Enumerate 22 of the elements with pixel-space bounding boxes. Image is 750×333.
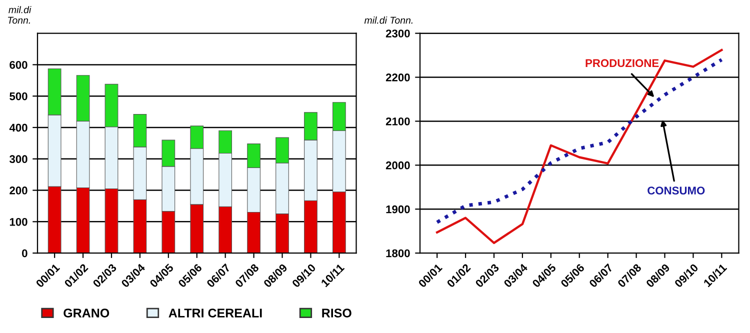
legend-label: GRANO [64, 308, 110, 318]
y-axis-title: mil.di Tonn. [364, 16, 412, 24]
y-tick-label: 2000 [386, 161, 410, 170]
text: CONSUMO [648, 186, 705, 195]
y-tick-label: 2100 [386, 117, 410, 126]
y-tick-label: 2300 [386, 30, 410, 38]
y-tick-label: 500 [10, 92, 28, 100]
y-tick-label: 2200 [386, 74, 410, 82]
y-tick-label: 300 [9, 155, 28, 164]
series-label: PRODUZIONE [586, 59, 659, 68]
y-tick-label: 400 [9, 124, 28, 132]
y-axis-title: mil.di Tonn. [8, 6, 32, 24]
y-tick-label: 1800 [386, 249, 410, 258]
line-series [436, 48, 723, 244]
y-tick-label: 600 [10, 60, 28, 69]
y-tick-label: 200 [10, 186, 28, 194]
legend-label: ALTRI CEREALI [168, 308, 262, 318]
line-series [435, 58, 724, 224]
legend-label: RISO [322, 308, 352, 318]
y-tick-label: 0 [22, 249, 28, 258]
y-tick-label: 100 [10, 218, 28, 226]
y-tick-label: 1900 [386, 205, 410, 214]
